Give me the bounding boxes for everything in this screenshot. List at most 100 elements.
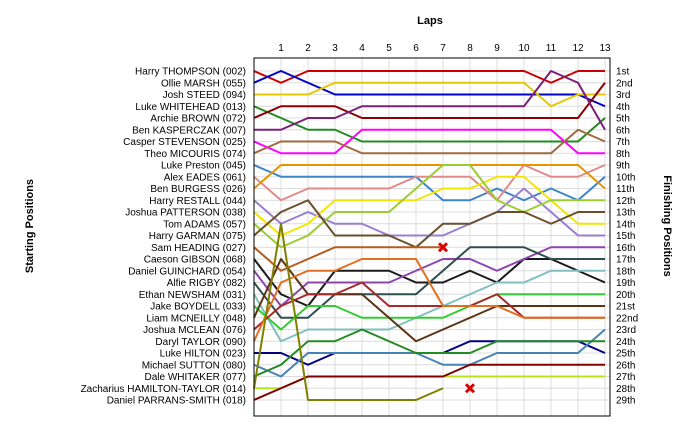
starting-position-label: Caeson GIBSON (068) bbox=[144, 255, 246, 266]
starting-position-label: Zacharius HAMILTON-TAYLOR (014) bbox=[81, 384, 246, 395]
driver-line bbox=[253, 175, 605, 237]
finishing-position-label: 18th bbox=[616, 266, 635, 277]
finishing-position-label: 13th bbox=[616, 208, 635, 219]
starting-position-label: Liam MCNEILLY (048) bbox=[146, 313, 246, 324]
driver-line bbox=[253, 246, 605, 307]
starting-position-label: Harry THOMPSON (002) bbox=[135, 67, 246, 78]
starting-position-label: Alfie RIGBY (082) bbox=[167, 278, 246, 289]
starting-position-label: Ben BURGESS (026) bbox=[150, 184, 246, 195]
finishing-position-labels: 1st2nd3rd4th5th6th7th8th9th10th11th12th1… bbox=[616, 67, 638, 407]
starting-position-label: Joshua PATTERSON (038) bbox=[125, 208, 246, 219]
lap-tick-label: 3 bbox=[332, 43, 338, 54]
finishing-position-label: 12th bbox=[616, 196, 635, 207]
finishing-position-label: 14th bbox=[616, 219, 635, 230]
y-axis-title-right: Finishing Positions bbox=[661, 175, 673, 276]
finishing-position-label: 6th bbox=[616, 125, 630, 136]
starting-position-label: Luke Preston (045) bbox=[161, 161, 246, 172]
starting-position-label: Archie BROWN (072) bbox=[150, 114, 246, 125]
lap-tick-label: 8 bbox=[467, 43, 473, 54]
starting-position-label: Luke HILTON (023) bbox=[160, 349, 246, 360]
plot-frame bbox=[253, 57, 611, 417]
driver-line bbox=[253, 328, 605, 378]
finishing-position-label: 16th bbox=[616, 243, 635, 254]
finishing-position-label: 22nd bbox=[616, 313, 638, 324]
finishing-position-label: 2nd bbox=[616, 78, 633, 89]
starting-position-label: Jake BOYDELL (033) bbox=[150, 302, 246, 313]
starting-position-label: Ethan NEWSHAM (031) bbox=[139, 290, 246, 301]
driver-line bbox=[253, 363, 605, 401]
starting-position-labels: Harry THOMPSON (002)Ollie MARSH (055)Jos… bbox=[81, 67, 246, 407]
finishing-position-label: 5th bbox=[616, 114, 630, 125]
starting-position-label: Daniel PARRANS-SMITH (018) bbox=[107, 396, 246, 407]
driver-line bbox=[253, 128, 606, 155]
lap-ticks: 1 2 3 4 5 6 7 8 9 10 11 12 13 bbox=[278, 43, 611, 54]
finishing-position-label: 23rd bbox=[616, 325, 636, 336]
finishing-position-label: 10th bbox=[616, 172, 635, 183]
starting-position-label: Ben KASPERCZAK (007) bbox=[132, 125, 246, 136]
lap-tick-label: 10 bbox=[518, 43, 530, 54]
lap-tick-label: 7 bbox=[440, 43, 446, 54]
lap-tick-label: 2 bbox=[305, 43, 311, 54]
starting-position-label: Sam HEADING (027) bbox=[151, 243, 246, 254]
starting-position-label: Casper STEVENSON (025) bbox=[123, 137, 246, 148]
driver-line bbox=[254, 81, 605, 108]
driver-line bbox=[253, 128, 605, 155]
finishing-position-label: 26th bbox=[616, 360, 635, 371]
lap-tick-label: 5 bbox=[386, 43, 392, 54]
retirement-markers bbox=[437, 242, 476, 394]
starting-position-label: Luke WHITEHEAD (013) bbox=[135, 102, 246, 113]
starting-position-label: Alex EADES (061) bbox=[164, 172, 246, 183]
driver-line bbox=[253, 293, 605, 331]
starting-position-label: Tom ADAMS (057) bbox=[163, 219, 246, 230]
starting-position-label: Ollie MARSH (055) bbox=[161, 78, 246, 89]
driver-line bbox=[253, 199, 605, 249]
finishing-position-label: 29th bbox=[616, 396, 635, 407]
finishing-position-label: 27th bbox=[616, 372, 635, 383]
lap-tick-label: 4 bbox=[359, 43, 365, 54]
finishing-position-label: 21st bbox=[616, 302, 635, 313]
driver-line bbox=[253, 164, 606, 202]
driver-line bbox=[253, 70, 606, 108]
lap-tick-label: 12 bbox=[572, 43, 584, 54]
driver-lines bbox=[253, 70, 606, 401]
starting-position-label: Daniel GUINCHARD (054) bbox=[128, 266, 246, 277]
driver-line bbox=[253, 222, 444, 401]
driver-line bbox=[253, 164, 605, 249]
lap-tick-label: 1 bbox=[278, 43, 284, 54]
finishing-position-label: 1st bbox=[616, 67, 630, 78]
starting-position-label: Harry RESTALL (044) bbox=[149, 196, 246, 207]
driver-line bbox=[254, 70, 606, 131]
driver-line bbox=[253, 82, 606, 119]
starting-position-label: Dale WHITAKER (077) bbox=[144, 372, 246, 383]
finishing-position-label: 9th bbox=[616, 161, 630, 172]
finishing-position-label: 15th bbox=[616, 231, 635, 242]
finishing-position-label: 19th bbox=[616, 278, 635, 289]
finishing-position-label: 11th bbox=[616, 184, 635, 195]
driver-line bbox=[253, 258, 605, 342]
finishing-position-label: 8th bbox=[616, 149, 630, 160]
x-axis-title: Laps bbox=[417, 15, 443, 27]
driver-line bbox=[253, 70, 605, 84]
starting-position-label: Daryl TAYLOR (090) bbox=[155, 337, 246, 348]
lap-tick-label: 9 bbox=[494, 43, 500, 54]
grid-lines bbox=[254, 58, 610, 416]
starting-position-label: Joshua MCLEAN (076) bbox=[143, 325, 246, 336]
finishing-position-label: 24th bbox=[616, 337, 635, 348]
lap-tick-label: 11 bbox=[546, 43, 557, 54]
lap-tick-label: 6 bbox=[413, 43, 419, 54]
driver-line bbox=[253, 328, 606, 378]
lap-tick-label: 13 bbox=[599, 43, 611, 54]
starting-position-label: Harry GARMAN (075) bbox=[149, 231, 246, 242]
starting-position-label: Theo MICOURIS (074) bbox=[144, 149, 246, 160]
driver-line bbox=[253, 105, 606, 143]
starting-position-label: Michael SUTTON (080) bbox=[142, 360, 246, 371]
finishing-position-label: 25th bbox=[616, 349, 635, 360]
starting-position-label: Josh STEED (094) bbox=[163, 90, 246, 101]
y-axis-title-left: Starting Positions bbox=[24, 179, 36, 273]
finishing-position-label: 17th bbox=[616, 255, 635, 266]
retirement-marker bbox=[464, 383, 476, 394]
finishing-position-label: 7th bbox=[616, 137, 630, 148]
driver-line bbox=[253, 269, 605, 343]
finishing-position-label: 20th bbox=[616, 290, 635, 301]
